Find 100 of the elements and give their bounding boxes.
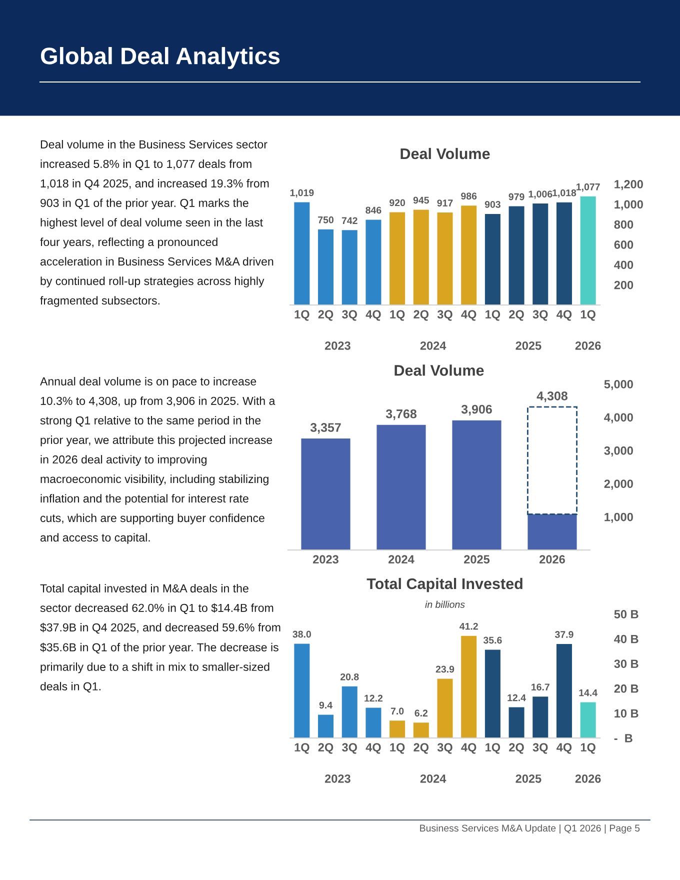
- bar: [556, 202, 572, 305]
- bar: [294, 644, 310, 738]
- bar: [484, 214, 500, 305]
- bar: [508, 206, 524, 305]
- y-tick-label: - B: [614, 734, 632, 742]
- x-tick-label: 4Q: [461, 310, 476, 321]
- bar: [532, 204, 548, 305]
- text: 2025: [516, 341, 542, 350]
- x-tick-label: 3Q: [532, 743, 548, 754]
- bar: [390, 212, 406, 305]
- bar: [528, 514, 577, 550]
- data-label: 846: [366, 206, 382, 214]
- y-tick-label: 2,000: [604, 480, 633, 490]
- x-tick-label: 2024: [388, 555, 414, 564]
- bar: [527, 406, 578, 515]
- y-tick-label: 1,000: [604, 512, 633, 523]
- data-label: 1,006: [528, 190, 552, 199]
- bar: [580, 196, 596, 305]
- bar: [437, 212, 453, 305]
- data-label: 38.0: [292, 630, 311, 638]
- text: 2024: [420, 774, 446, 783]
- x-tick-label: 1Q: [294, 310, 310, 321]
- x-tick-label: 2Q: [509, 743, 524, 754]
- x-tick-label: 1Q: [580, 743, 596, 754]
- data-label: 6.2: [414, 710, 428, 717]
- text: 2025: [516, 774, 542, 783]
- x-tick-label: 2Q: [318, 310, 334, 321]
- text: 2026: [575, 341, 601, 350]
- bar: [484, 650, 500, 738]
- data-label: 750: [318, 216, 334, 224]
- data-label: 917: [437, 200, 453, 206]
- x-tick-label: 1Q: [580, 310, 596, 321]
- data-label: 979: [508, 193, 524, 200]
- y-tick-label: 5,000: [604, 380, 633, 390]
- data-label: 1,077: [576, 183, 600, 192]
- text: 2026: [575, 774, 601, 783]
- bar: [437, 678, 453, 738]
- y-tick-label: 1,000: [614, 200, 643, 210]
- y-tick-label: 40 B: [614, 634, 638, 644]
- data-label: 12.2: [364, 694, 383, 702]
- x-tick-label: 3Q: [437, 310, 452, 321]
- bar: [452, 420, 502, 550]
- data-label: 7.0: [390, 708, 404, 715]
- data-label: 9.4: [319, 702, 332, 709]
- x-tick-label: 4Q: [556, 310, 572, 321]
- y-tick-label: 3,000: [604, 446, 633, 457]
- data-label: 16.7: [532, 684, 550, 690]
- data-label: 920: [390, 199, 406, 206]
- text: 2023: [324, 774, 350, 783]
- text: Business Services M&A Update | Q1 2026 | Page 5: [420, 824, 640, 834]
- text: Total capital invested in M&A deals in the sector decreased 62.0% in Q1 to $14.4B from $37.9B in Q4 2025, and decreased 59.6% from $35.6B in Q1 of the prior year. The decrease is primarily due to a shift in mix to smaller-sized deals in Q1.: [40, 584, 280, 692]
- text: Deal volume in the Business Services sector increased 5.8% in Q1 to 1,077 deals from 1,018 in Q4 2025, and increased 19.3% from 903 in Q1 of the prior year. Q1 marks the highest level of deal volume seen in the last four years, reflecting a pronounced acceleration in Business Services M&A driven by continued roll-up strategies across highly fragmented subsectors.: [40, 140, 274, 307]
- x-tick-label: 2025: [464, 555, 490, 564]
- data-label: 986: [461, 192, 477, 200]
- x-tick-label: 4Q: [366, 310, 381, 321]
- bar: [508, 707, 524, 738]
- data-label: 14.4: [579, 689, 598, 696]
- bar: [461, 206, 477, 305]
- bar: [461, 636, 477, 738]
- bar: [366, 708, 382, 738]
- y-tick-label: 30 B: [614, 660, 638, 668]
- chart-title: Deal Volume: [394, 364, 484, 376]
- y-tick-label: 20 B: [614, 684, 638, 693]
- text: 2024: [420, 341, 446, 350]
- data-label: 37.9: [554, 631, 574, 638]
- bar: [580, 702, 596, 738]
- text: 2023: [324, 341, 350, 350]
- x-tick-label: 1Q: [390, 743, 405, 754]
- x-tick-label: 1Q: [294, 743, 310, 754]
- x-tick-label: 2Q: [509, 310, 524, 321]
- bar: [556, 644, 572, 738]
- x-tick-label: 2Q: [414, 743, 429, 754]
- bar: [532, 696, 548, 738]
- bar: [318, 714, 334, 738]
- data-label: 945: [413, 196, 429, 204]
- bar: [342, 686, 358, 738]
- bar: [342, 230, 358, 305]
- x-tick-label: 2026: [540, 555, 565, 564]
- x-tick-label: 3Q: [437, 743, 452, 754]
- data-label: 35.6: [483, 636, 502, 644]
- x-tick-label: 3Q: [342, 310, 357, 321]
- data-label: 903: [484, 200, 500, 208]
- data-label: 742: [342, 217, 358, 224]
- bar: [318, 229, 334, 305]
- bar: [294, 202, 310, 305]
- x-tick-label: 2Q: [414, 310, 429, 321]
- data-label: 1,019: [290, 189, 314, 198]
- x-tick-label: 2Q: [318, 743, 334, 754]
- bar: [301, 438, 350, 550]
- y-tick-label: 10 B: [614, 709, 638, 718]
- data-label: 3,768: [386, 409, 417, 420]
- bar: [390, 720, 406, 738]
- chart-title: Total Capital Invested: [366, 578, 522, 592]
- data-label: 41.2: [460, 622, 478, 630]
- x-tick-label: 1Q: [486, 743, 500, 754]
- total-label: 4,308: [536, 391, 568, 402]
- bar: [366, 220, 382, 305]
- data-label: 23.9: [436, 666, 454, 673]
- x-tick-label: 4Q: [556, 743, 572, 754]
- bar: [413, 210, 429, 305]
